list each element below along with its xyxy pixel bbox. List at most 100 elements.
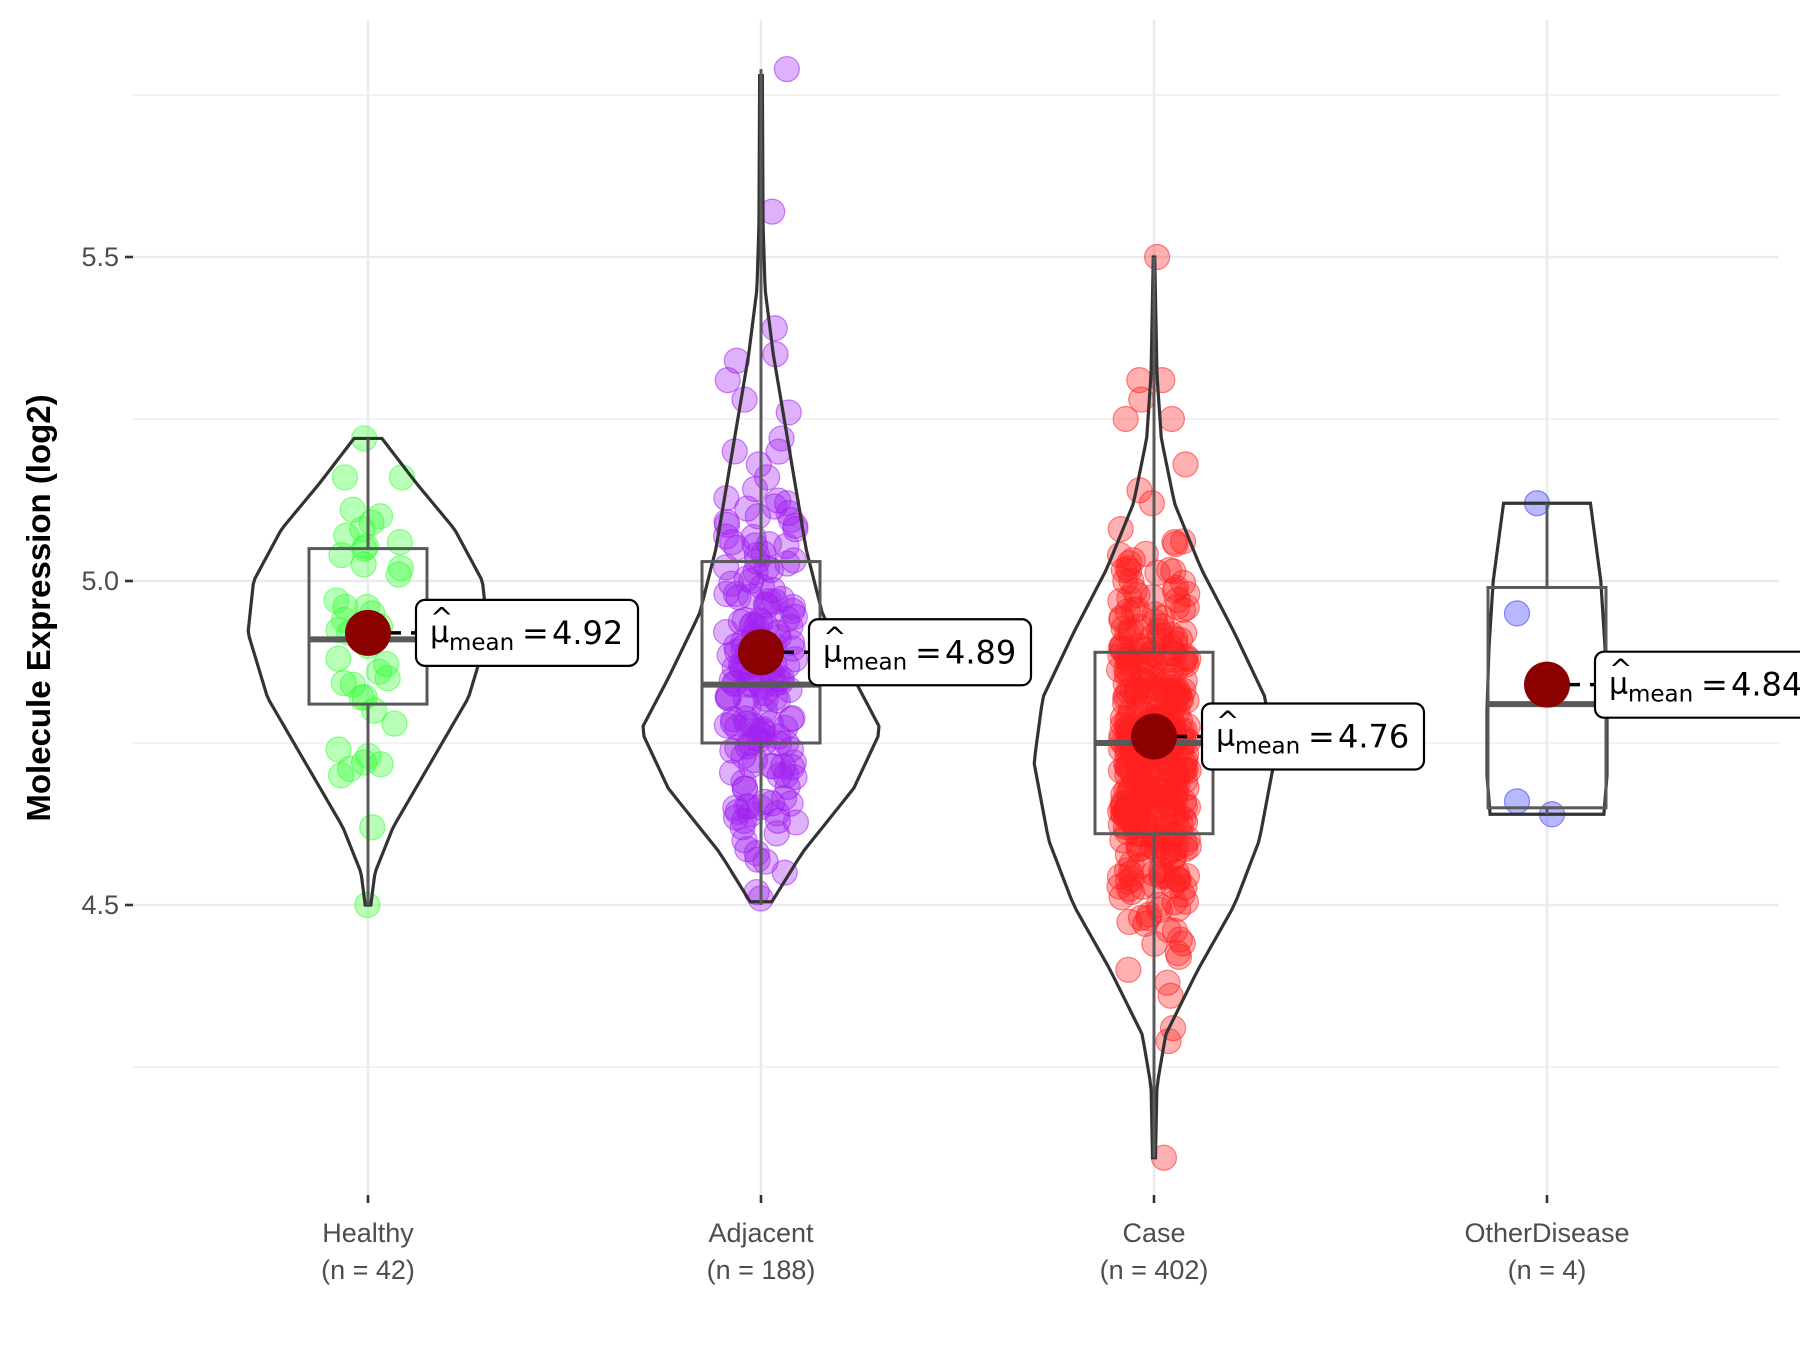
mean-point xyxy=(738,629,784,676)
data-point xyxy=(752,591,779,618)
data-point xyxy=(713,618,740,646)
y-tick-label: 4.5 xyxy=(81,890,119,920)
data-point xyxy=(758,752,785,780)
data-point xyxy=(351,683,378,711)
x-tick-count-label: (n = 4) xyxy=(1508,1255,1587,1285)
group-adjacent xyxy=(641,55,881,912)
data-point xyxy=(1106,873,1133,900)
data-point xyxy=(1172,451,1199,478)
data-point xyxy=(331,464,359,491)
mean-equals: = xyxy=(522,614,549,652)
data-point xyxy=(1171,830,1198,858)
x-tick-label: OtherDisease xyxy=(1464,1218,1629,1248)
data-point xyxy=(1108,884,1135,911)
data-point xyxy=(779,754,806,781)
data-point xyxy=(367,751,394,778)
data-point xyxy=(350,551,377,578)
data-point xyxy=(1132,540,1159,567)
mean-point xyxy=(1524,661,1570,708)
x-tick-count-label: (n = 42) xyxy=(321,1255,415,1285)
data-point xyxy=(1161,889,1188,916)
x-tick-count-label: (n = 188) xyxy=(707,1255,816,1285)
data-point xyxy=(1164,940,1191,967)
data-point xyxy=(732,705,759,732)
data-point xyxy=(1166,926,1194,953)
mean-symbol: μ xyxy=(430,615,449,650)
mean-hat: ^ xyxy=(1609,653,1632,686)
mean-label-box xyxy=(1200,702,1426,771)
mean-label-box xyxy=(414,598,640,667)
data-point xyxy=(365,658,393,685)
data-point xyxy=(733,565,760,592)
data-point xyxy=(755,587,782,615)
data-point xyxy=(1112,405,1139,433)
data-point xyxy=(1112,690,1139,717)
data-point xyxy=(323,587,350,614)
data-point xyxy=(750,540,777,567)
data-point xyxy=(1503,788,1531,815)
data-point xyxy=(1158,405,1186,433)
y-tick-label: 5.0 xyxy=(81,566,119,596)
mean-label-box xyxy=(807,618,1033,687)
data-point xyxy=(373,650,400,678)
mean-symbol: μ xyxy=(1609,667,1628,702)
data-point xyxy=(722,581,750,608)
data-point xyxy=(336,755,364,783)
data-point xyxy=(777,613,804,640)
data-point xyxy=(1106,863,1134,890)
data-point xyxy=(782,809,810,836)
data-point xyxy=(1119,547,1146,574)
data-point xyxy=(1144,836,1171,863)
data-point xyxy=(1157,758,1184,785)
mean-symbol: μ xyxy=(1216,719,1235,754)
mean-label: μ^mean = 4.84 xyxy=(1593,650,1800,719)
data-point xyxy=(748,573,776,601)
data-point xyxy=(1149,862,1176,889)
data-point xyxy=(744,846,771,873)
data-point xyxy=(714,367,741,394)
data-point xyxy=(1116,550,1143,577)
points xyxy=(1503,490,1566,828)
data-point xyxy=(1172,888,1199,915)
data-point xyxy=(727,608,754,635)
data-point xyxy=(1161,577,1188,604)
data-point xyxy=(774,773,801,801)
data-point xyxy=(733,793,760,820)
data-point xyxy=(1163,574,1190,602)
violin-outline xyxy=(246,436,490,907)
data-point xyxy=(1170,805,1197,832)
data-point xyxy=(1110,615,1137,642)
mean-subscript: mean xyxy=(449,630,514,656)
data-point xyxy=(1109,704,1137,732)
data-point xyxy=(1115,778,1142,805)
group-otherdisease xyxy=(1485,490,1609,828)
data-point xyxy=(1138,664,1165,691)
group-case xyxy=(1032,243,1276,1171)
data-point xyxy=(381,710,408,737)
data-point xyxy=(773,55,800,83)
mean-subscript: mean xyxy=(1235,734,1300,760)
data-point xyxy=(1108,604,1135,631)
y-axis-title: Molecule Expression (log2) xyxy=(20,394,57,821)
x-tick-label: Case xyxy=(1122,1218,1185,1248)
data-point xyxy=(325,645,352,672)
data-point xyxy=(1108,726,1135,753)
mean-label: μ^mean = 4.89 xyxy=(807,618,1033,687)
mean-labels: μ^mean = 4.92 μ^mean = 4.89μ^mean = 4.76μ^mean =… xyxy=(414,598,1800,771)
data-point xyxy=(1161,529,1188,556)
data-point xyxy=(1157,621,1185,648)
data-point xyxy=(1133,793,1160,821)
data-point xyxy=(1118,850,1145,877)
mean-point xyxy=(345,609,391,656)
data-point xyxy=(1169,881,1196,908)
data-point xyxy=(359,814,386,841)
data-point xyxy=(1126,367,1153,394)
mean-value: 4.92 xyxy=(552,614,623,652)
data-point xyxy=(731,386,758,413)
mean-subscript: mean xyxy=(842,649,907,675)
data-point xyxy=(778,706,805,733)
data-point xyxy=(1169,528,1197,555)
data-point xyxy=(1109,827,1136,854)
data-point xyxy=(761,315,788,342)
